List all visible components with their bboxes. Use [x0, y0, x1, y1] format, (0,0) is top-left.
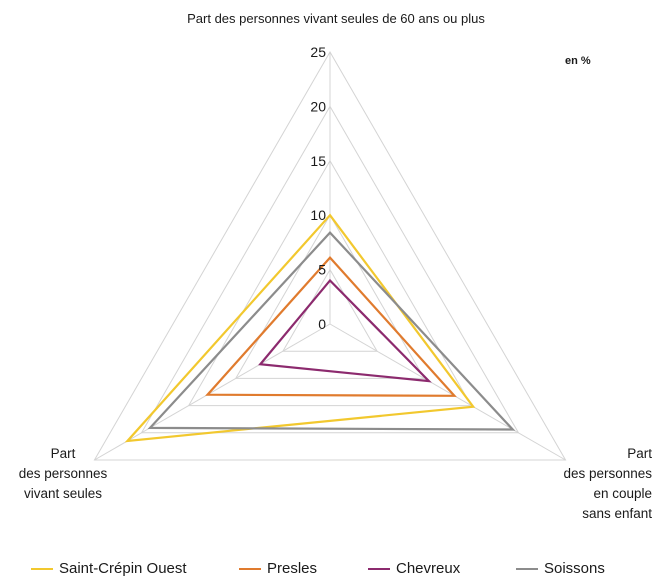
axis-label-couple-sans-enfant: Part des personnes en couple sans enfant: [563, 446, 652, 521]
radar-chart: 0 5 10 15 20 25 Part des personnes vivant seu…: [19, 11, 653, 521]
unit-label: en %: [565, 55, 591, 67]
grid-ring: [140, 105, 520, 434]
legend-label: Saint-Crépin Ouest: [59, 560, 187, 577]
legend-swatch: [31, 567, 53, 570]
axis-label-vivant-seules: Part des personnes vivant seules: [19, 446, 108, 501]
series-line: [147, 230, 516, 431]
legend: Saint-Crépin Ouest Presles Chevreux Soisson…: [0, 560, 653, 586]
tick-label: 20: [310, 98, 326, 114]
tick-label: 25: [310, 44, 326, 60]
legend-item: Presles: [239, 560, 317, 577]
tick-label: 10: [310, 207, 326, 223]
radar-series: [124, 213, 516, 443]
legend-swatch: [239, 567, 261, 570]
grid-ring: [234, 214, 426, 379]
series-line: [205, 255, 457, 397]
legend-item: Soissons: [516, 560, 605, 577]
legend-swatch: [368, 567, 390, 570]
radar-grid: [93, 50, 567, 461]
series-line: [258, 278, 432, 383]
legend-label: Presles: [267, 560, 318, 577]
tick-label: 0: [318, 316, 326, 332]
tick-label: 5: [318, 262, 326, 278]
series-line: [124, 213, 476, 443]
radar-tick-labels: 0 5 10 15 20 25: [310, 44, 326, 332]
grid-ring: [93, 50, 567, 461]
grid-spoke: [94, 323, 331, 461]
legend-label: Chevreux: [396, 560, 461, 577]
chart-title: Part des personnes vivant seules de 60 a…: [187, 11, 485, 26]
legend-item: Saint-Crépin Ouest: [31, 560, 187, 577]
legend-item: Chevreux: [368, 560, 460, 577]
legend-label: Soissons: [544, 560, 605, 577]
grid-ring: [187, 159, 473, 407]
legend-swatch: [516, 567, 538, 570]
tick-label: 15: [310, 153, 326, 169]
grid-spoke: [329, 323, 566, 461]
